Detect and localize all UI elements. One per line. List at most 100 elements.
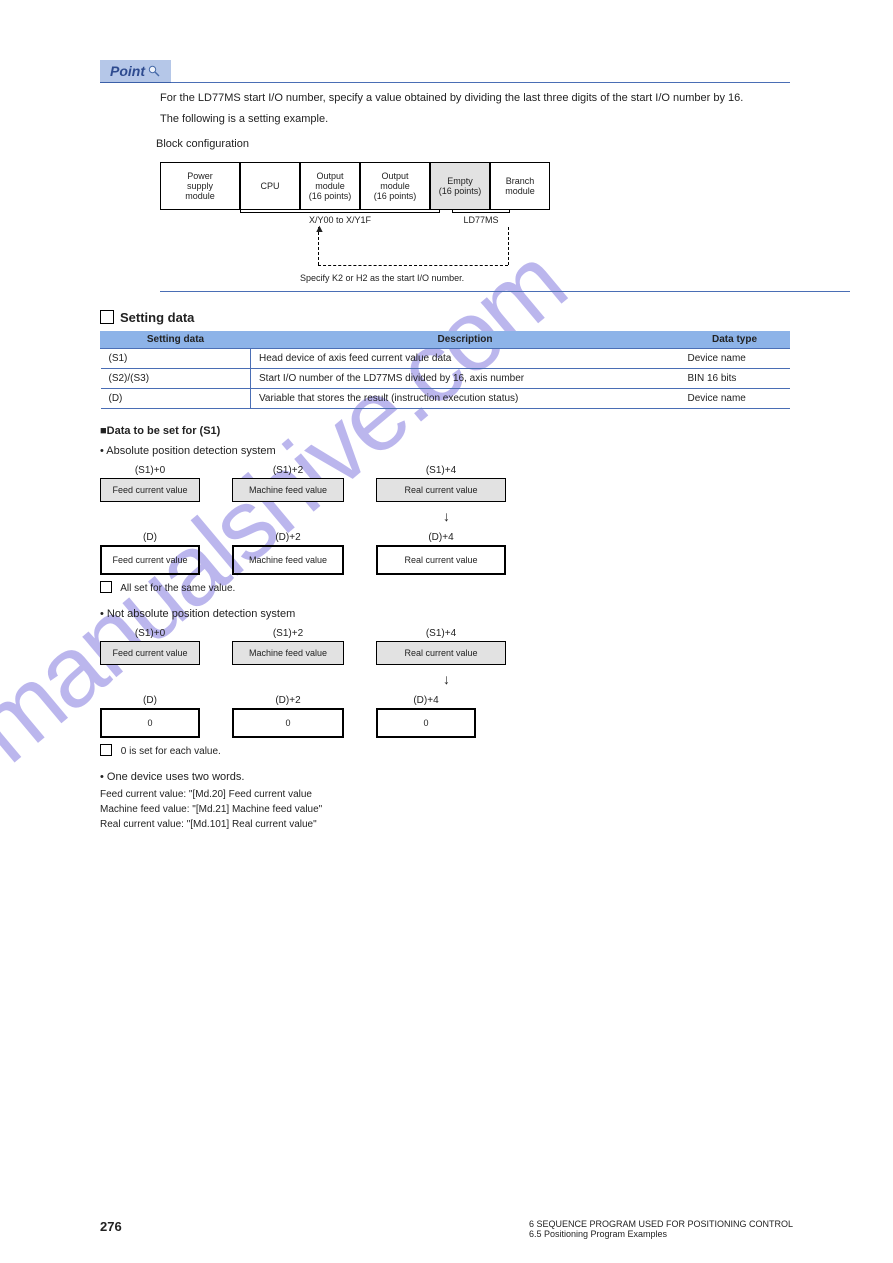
s1-notabs-block: (S1)+0 Feed current value (S1)+2 Machine…	[100, 628, 793, 738]
brace-ld: LD77MS	[452, 212, 510, 225]
slot-branch-l2: module	[505, 186, 535, 196]
slot-out16b: Output module (16 points)	[360, 162, 430, 210]
footer-sec-l1: 6 SEQUENCE PROGRAM USED FOR POSITIONING …	[529, 1219, 793, 1229]
s1c-lines: Feed current value: "[Md.20] Feed curren…	[100, 787, 793, 832]
s1b-top-label-0: (S1)+0	[100, 628, 200, 639]
slot-out16b-l3: (16 points)	[374, 191, 417, 201]
s1b-bot-box-0: 0	[100, 708, 200, 738]
s1-top-box-2: Real current value	[376, 478, 506, 502]
s1b-note: 0 is set for each value.	[100, 744, 793, 757]
gap	[200, 465, 232, 502]
s1-bullet-abs: • Absolute position detection system	[100, 445, 793, 457]
s1b-bot-label-0: (D)	[100, 695, 200, 706]
th-desc: Description	[251, 331, 680, 349]
s1b-bot-cell-2: (D)+4 0	[376, 695, 476, 738]
s1-top-box-0: Feed current value	[100, 478, 200, 502]
s1-abs-note: All set for the same value.	[100, 581, 793, 594]
s1-bot-label-2: (D)+4	[376, 532, 506, 543]
point-rule	[100, 82, 790, 83]
s1-top-label-1: (S1)+2	[232, 465, 344, 476]
s1-top-cell-1: (S1)+2 Machine feed value	[232, 465, 344, 502]
gap	[200, 532, 232, 575]
s1c-line-2: Real current value: "[Md.101] Real curre…	[100, 817, 793, 832]
page-number: 276	[100, 1219, 122, 1239]
slot-power-l2: supply	[187, 181, 213, 191]
slot-cpu: CPU	[240, 162, 300, 210]
table-row: (S2)/(S3) Start I/O number of the LD77MS…	[101, 368, 790, 388]
page-footer: 276 6 SEQUENCE PROGRAM USED FOR POSITION…	[0, 1219, 893, 1239]
slot-power-l1: Power	[187, 171, 213, 181]
point-line-1: For the LD77MS start I/O number, specify…	[160, 91, 793, 106]
slot-out16a-l1: Output	[316, 171, 343, 181]
s1-subhead: ■Data to be set for (S1)	[100, 425, 793, 437]
s1b-top-cell-0: (S1)+0 Feed current value	[100, 628, 200, 665]
s1-top-row: (S1)+0 Feed current value (S1)+2 Machine…	[100, 465, 793, 502]
s1b-top-row: (S1)+0 Feed current value (S1)+2 Machine…	[100, 628, 793, 665]
s1b-top-box-0: Feed current value	[100, 641, 200, 665]
slot-empty-l2: (16 points)	[439, 186, 482, 196]
s1b-top-box-1: Machine feed value	[232, 641, 344, 665]
slot-power: Power supply module	[160, 162, 240, 210]
s1b-top-box-2: Real current value	[376, 641, 506, 665]
s1b-note-text: 0 is set for each value.	[121, 746, 221, 757]
slot-out16a: Output module (16 points)	[300, 162, 360, 210]
slot-power-l3: module	[185, 191, 215, 201]
point-badge: Point	[100, 60, 171, 83]
s1c-line-1: Machine feed value: "[Md.21] Machine fee…	[100, 802, 793, 817]
note-square-icon	[100, 581, 112, 593]
arrow-connector: ▲	[318, 225, 600, 271]
gap	[200, 628, 232, 665]
s1b-bot-cell-0: (D) 0	[100, 695, 200, 738]
slots-row: Power supply module CPU Output module (1…	[160, 162, 600, 210]
slot-out16b-l1: Output	[381, 171, 408, 181]
point-line-2: The following is a setting example.	[160, 112, 793, 127]
slot-empty-l1: Empty	[447, 176, 473, 186]
note-square-icon	[100, 744, 112, 756]
gap	[344, 532, 376, 575]
cell-item-1: (S2)/(S3)	[101, 368, 251, 388]
cell-item-0: (S1)	[101, 348, 251, 368]
s1-bottom-row: (D) Feed current value (D)+2 Machine fee…	[100, 532, 793, 575]
setting-data-heading-text: Setting data	[120, 310, 194, 325]
s1b-bot-cell-1: (D)+2 0	[232, 695, 344, 738]
s1b-top-cell-1: (S1)+2 Machine feed value	[232, 628, 344, 665]
s1-top-label-2: (S1)+4	[376, 465, 506, 476]
s1-bot-label-0: (D)	[100, 532, 200, 543]
cell-type-2: Device name	[680, 388, 790, 408]
s1-top-cell-0: (S1)+0 Feed current value	[100, 465, 200, 502]
gap	[344, 695, 376, 738]
s1b-bot-box-1: 0	[232, 708, 344, 738]
magnifier-icon	[147, 64, 161, 78]
s1b-bot-label-2: (D)+4	[376, 695, 476, 706]
th-type: Data type	[680, 331, 790, 349]
s1b-top-label-2: (S1)+4	[376, 628, 506, 639]
brace-xy: X/Y00 to X/Y1F	[240, 212, 440, 225]
point-bottom-rule	[160, 291, 850, 292]
table-row: (D) Variable that stores the result (ins…	[101, 388, 790, 408]
page-content: Point For the LD77MS start I/O number, s…	[0, 0, 893, 832]
block-diagram: Power supply module CPU Output module (1…	[160, 162, 600, 283]
s1b-bottom-row: (D) 0 (D)+2 0 (D)+4 0	[100, 695, 793, 738]
th-item: Setting data	[101, 331, 251, 349]
point-badge-label: Point	[110, 63, 145, 79]
footer-section: 6 SEQUENCE PROGRAM USED FOR POSITIONING …	[529, 1219, 793, 1239]
slot-out16a-l2: module	[315, 181, 345, 191]
arrow-down-icon: ↓	[100, 508, 793, 524]
s1-bot-box-0: Feed current value	[100, 545, 200, 575]
s1b-top-label-1: (S1)+2	[232, 628, 344, 639]
s1c-bullet: • One device uses two words.	[100, 771, 793, 783]
cell-desc-0: Head device of axis feed current value d…	[251, 348, 680, 368]
s1-bot-box-1: Machine feed value	[232, 545, 344, 575]
slot-cpu-label: CPU	[260, 181, 279, 191]
table-header-row: Setting data Description Data type	[101, 331, 790, 349]
s1c-line-0: Feed current value: "[Md.20] Feed curren…	[100, 787, 793, 802]
slot-out16b-l2: module	[380, 181, 410, 191]
arrowhead-icon: ▲	[314, 223, 325, 235]
s1-abs-note-text: All set for the same value.	[120, 583, 235, 594]
braces-row: X/Y00 to X/Y1F LD77MS	[160, 212, 600, 225]
s1-bot-cell-1: (D)+2 Machine feed value	[232, 532, 344, 575]
s1-bot-box-2: Real current value	[376, 545, 506, 575]
s1-bot-cell-0: (D) Feed current value	[100, 532, 200, 575]
gap	[200, 695, 232, 738]
section-square-icon	[100, 310, 114, 324]
